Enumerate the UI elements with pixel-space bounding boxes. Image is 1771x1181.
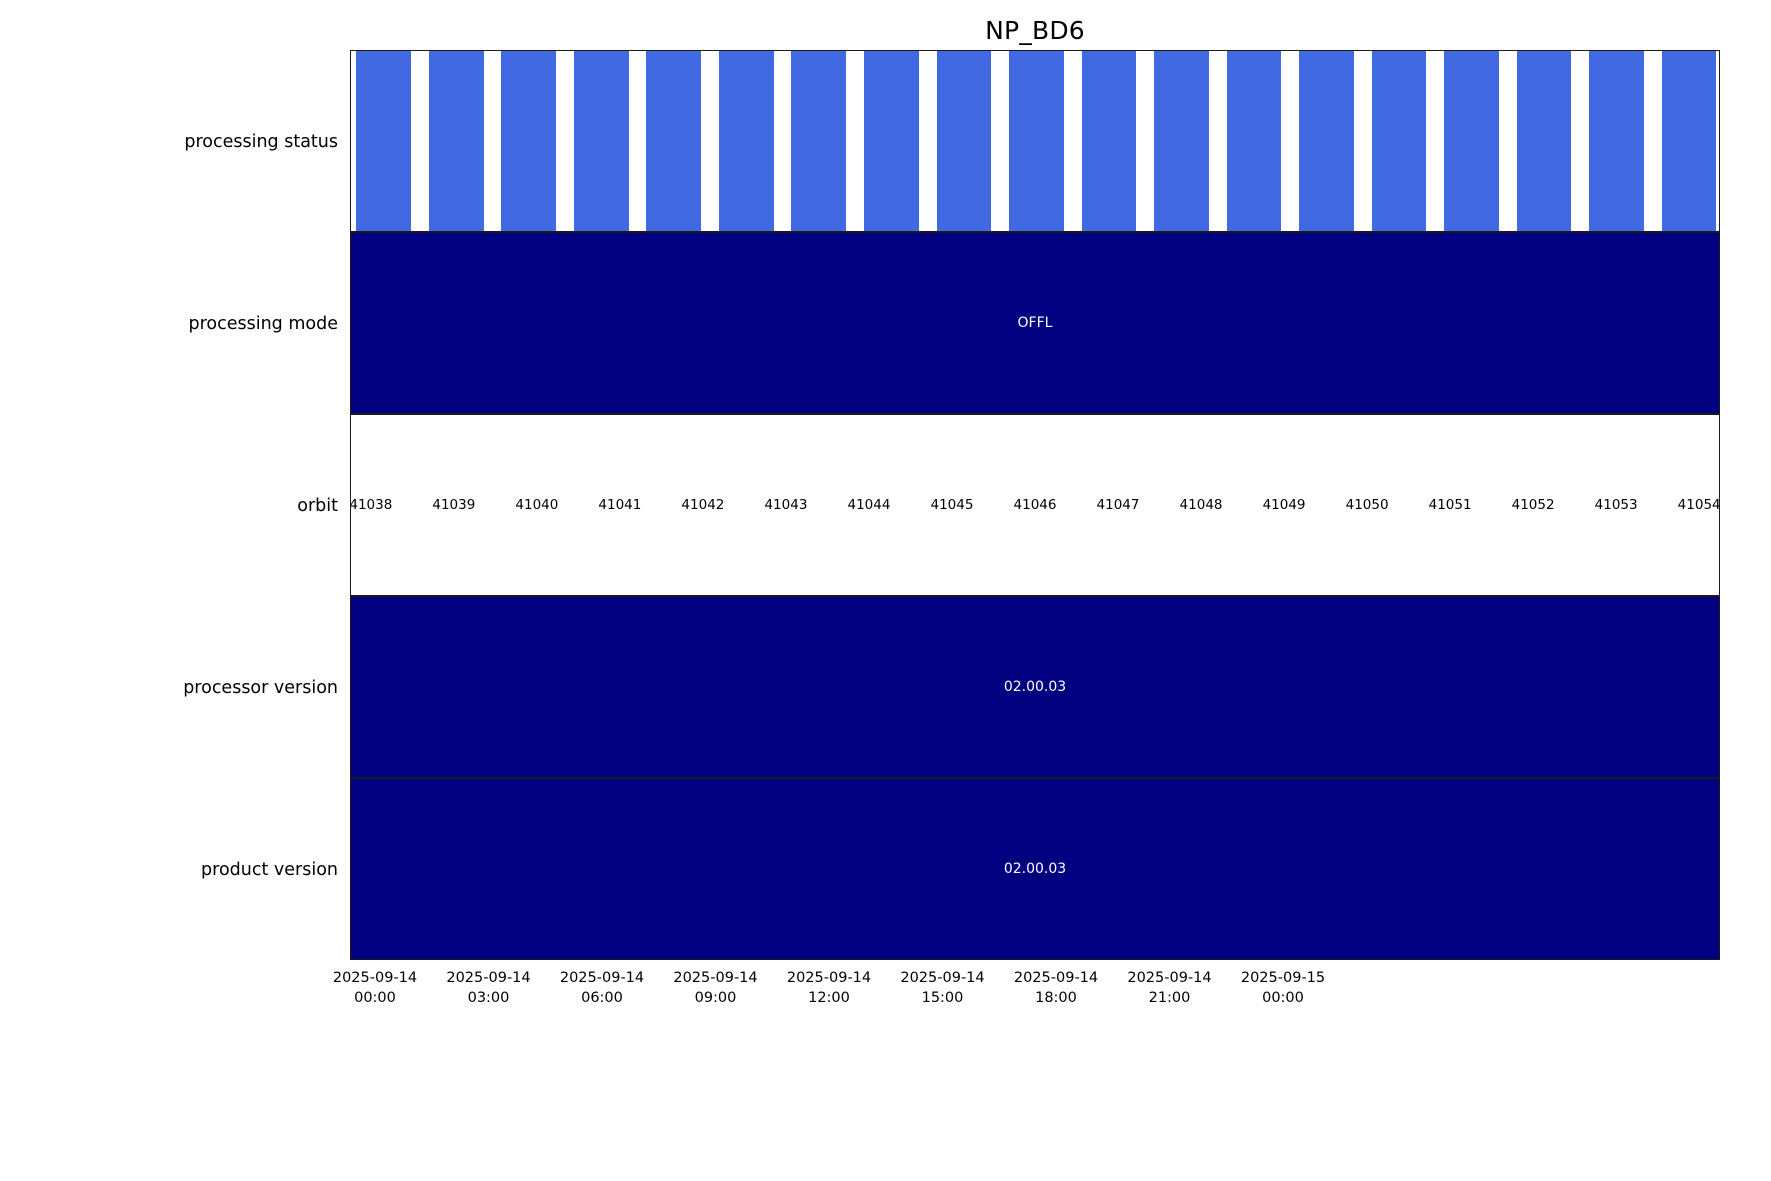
orbit-label: 41043	[764, 497, 808, 513]
orbit-label: 41046	[1013, 497, 1057, 513]
x-tick-label: 2025-09-14 03:00	[446, 968, 530, 1008]
x-tick-date: 2025-09-15	[1240, 970, 1326, 986]
x-tick-label: 2025-09-14 12:00	[787, 968, 871, 1008]
orbit-label: 41053	[1594, 497, 1638, 513]
x-tick-date: 2025-09-14	[446, 970, 531, 986]
x-tick-time: 21:00	[1148, 990, 1191, 1006]
status-bar[interactable]	[356, 51, 412, 231]
x-tick-date: 2025-09-14	[673, 970, 758, 986]
orbit-label: 41049	[1262, 497, 1306, 513]
status-bar[interactable]	[1371, 51, 1427, 231]
track-orbit: 41038 41039 41040 41041 41042 41043 41044 41045…	[350, 414, 1720, 596]
x-tick-label: 2025-09-14 06:00	[560, 968, 644, 1008]
status-bar[interactable]	[864, 51, 919, 231]
status-bar[interactable]	[1516, 51, 1572, 231]
status-bar[interactable]	[1661, 51, 1717, 231]
track-processor-version: 02.00.03	[350, 596, 1720, 778]
orbit-label: 41044	[847, 497, 891, 513]
orbit-label-track: 41038 41039 41040 41041 41042 41043 41044 41045…	[351, 415, 1719, 595]
orbit-label: 41040	[515, 497, 559, 513]
page-title: NP_BD6	[985, 16, 1085, 45]
orbit-label: 41054	[1677, 497, 1720, 513]
band-fill-processing-mode	[351, 233, 1719, 413]
row-label-processing-mode: processing mode	[188, 314, 338, 334]
x-tick-date: 2025-09-14	[1013, 970, 1099, 986]
band-fill-product-version	[351, 779, 1719, 959]
status-bar[interactable]	[1154, 51, 1209, 231]
status-bar[interactable]	[428, 51, 484, 231]
status-bar-track	[351, 51, 1719, 231]
x-tick-date: 2025-09-14	[1127, 970, 1212, 986]
x-tick-time: 00:00	[354, 990, 396, 1006]
x-tick-time: 18:00	[1035, 990, 1077, 1006]
status-bar[interactable]	[1444, 51, 1499, 231]
status-bar[interactable]	[1009, 51, 1064, 231]
orbit-label: 41050	[1345, 497, 1389, 513]
status-bar[interactable]	[573, 51, 629, 231]
orbit-label: 41041	[598, 497, 642, 513]
x-tick-label: 2025-09-14 15:00	[900, 968, 984, 1008]
track-processing-mode: OFFL	[350, 232, 1720, 414]
x-tick-time: 06:00	[581, 990, 623, 1006]
status-bar[interactable]	[501, 51, 557, 231]
x-tick-time: 00:00	[1262, 990, 1304, 1006]
track-product-version: 02.00.03	[350, 778, 1720, 960]
x-tick-label: 2025-09-14 18:00	[1014, 968, 1098, 1008]
orbit-label: 41039	[432, 497, 476, 513]
orbit-label: 41042	[681, 497, 725, 513]
row-label-product-version: product version	[201, 860, 338, 880]
status-bar[interactable]	[1299, 51, 1354, 231]
orbit-label: 41047	[1096, 497, 1140, 513]
band-fill-processor-version	[351, 597, 1719, 777]
status-bar[interactable]	[1226, 51, 1282, 231]
x-axis-tick-labels: 2025-09-14 00:00 2025-09-14 03:00 2025-09-14…	[0, 968, 1771, 1028]
status-bar[interactable]	[646, 51, 702, 231]
track-processing-status	[350, 50, 1720, 232]
status-bar[interactable]	[1589, 51, 1644, 231]
status-bar[interactable]	[718, 51, 774, 231]
row-label-processing-status: processing status	[184, 132, 338, 152]
x-tick-time: 15:00	[921, 990, 964, 1006]
x-tick-date: 2025-09-14	[332, 970, 418, 986]
row-label-orbit: orbit	[297, 496, 338, 516]
orbit-label: 41052	[1511, 497, 1555, 513]
orbit-label: 41045	[930, 497, 974, 513]
x-tick-date: 2025-09-14	[900, 970, 985, 986]
x-tick-label: 2025-09-14 09:00	[673, 968, 757, 1008]
row-label-processor-version: processor version	[183, 678, 338, 698]
x-tick-date: 2025-09-14	[786, 970, 872, 986]
status-bar[interactable]	[936, 51, 992, 231]
status-bar[interactable]	[1081, 51, 1137, 231]
x-tick-label: 2025-09-14 21:00	[1127, 968, 1211, 1008]
x-tick-label: 2025-09-14 00:00	[333, 968, 417, 1008]
orbit-label: 41038	[350, 497, 393, 513]
x-tick-date: 2025-09-14	[559, 970, 645, 986]
status-bar[interactable]	[791, 51, 847, 231]
orbit-label: 41048	[1179, 497, 1223, 513]
x-tick-time: 09:00	[694, 990, 737, 1006]
orbit-label: 41051	[1428, 497, 1472, 513]
x-tick-label: 2025-09-15 00:00	[1241, 968, 1325, 1008]
x-tick-time: 12:00	[808, 990, 850, 1006]
x-tick-time: 03:00	[467, 990, 510, 1006]
